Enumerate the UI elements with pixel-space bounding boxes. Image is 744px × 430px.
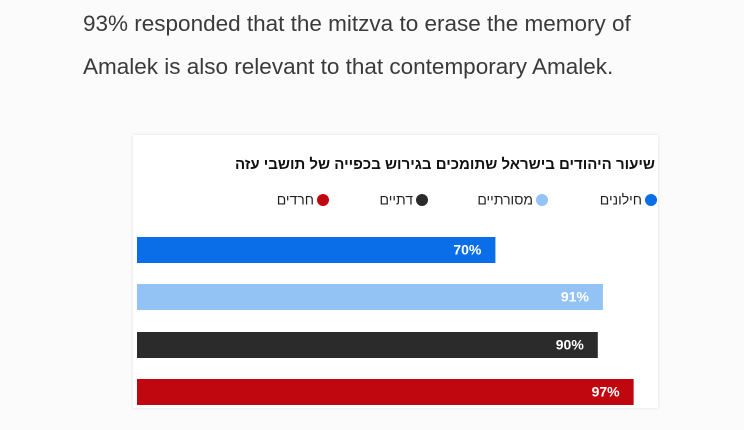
bar bbox=[137, 237, 496, 263]
chart-card bbox=[133, 135, 658, 408]
legend-marker bbox=[416, 194, 428, 206]
bar bbox=[137, 284, 603, 310]
legend-label: מסורתיים bbox=[477, 192, 533, 208]
legend-marker bbox=[536, 194, 548, 206]
data-label: 97% bbox=[592, 384, 621, 400]
legend-marker bbox=[645, 194, 657, 206]
legend-label: חילונים bbox=[600, 192, 642, 208]
legend-label: דתיים bbox=[379, 192, 413, 208]
data-label: 70% bbox=[453, 242, 482, 258]
legend-label: חרדים bbox=[277, 192, 314, 208]
bar bbox=[137, 332, 598, 358]
data-label: 90% bbox=[556, 337, 585, 353]
chart-title: שיעור היהודים בישראל שתומכים בגירוש בכפי… bbox=[235, 156, 655, 173]
paragraph: 93% responded that the mitzva to erase t… bbox=[83, 11, 631, 79]
data-label: 91% bbox=[561, 289, 590, 305]
legend-marker bbox=[317, 194, 329, 206]
bar bbox=[137, 379, 634, 405]
